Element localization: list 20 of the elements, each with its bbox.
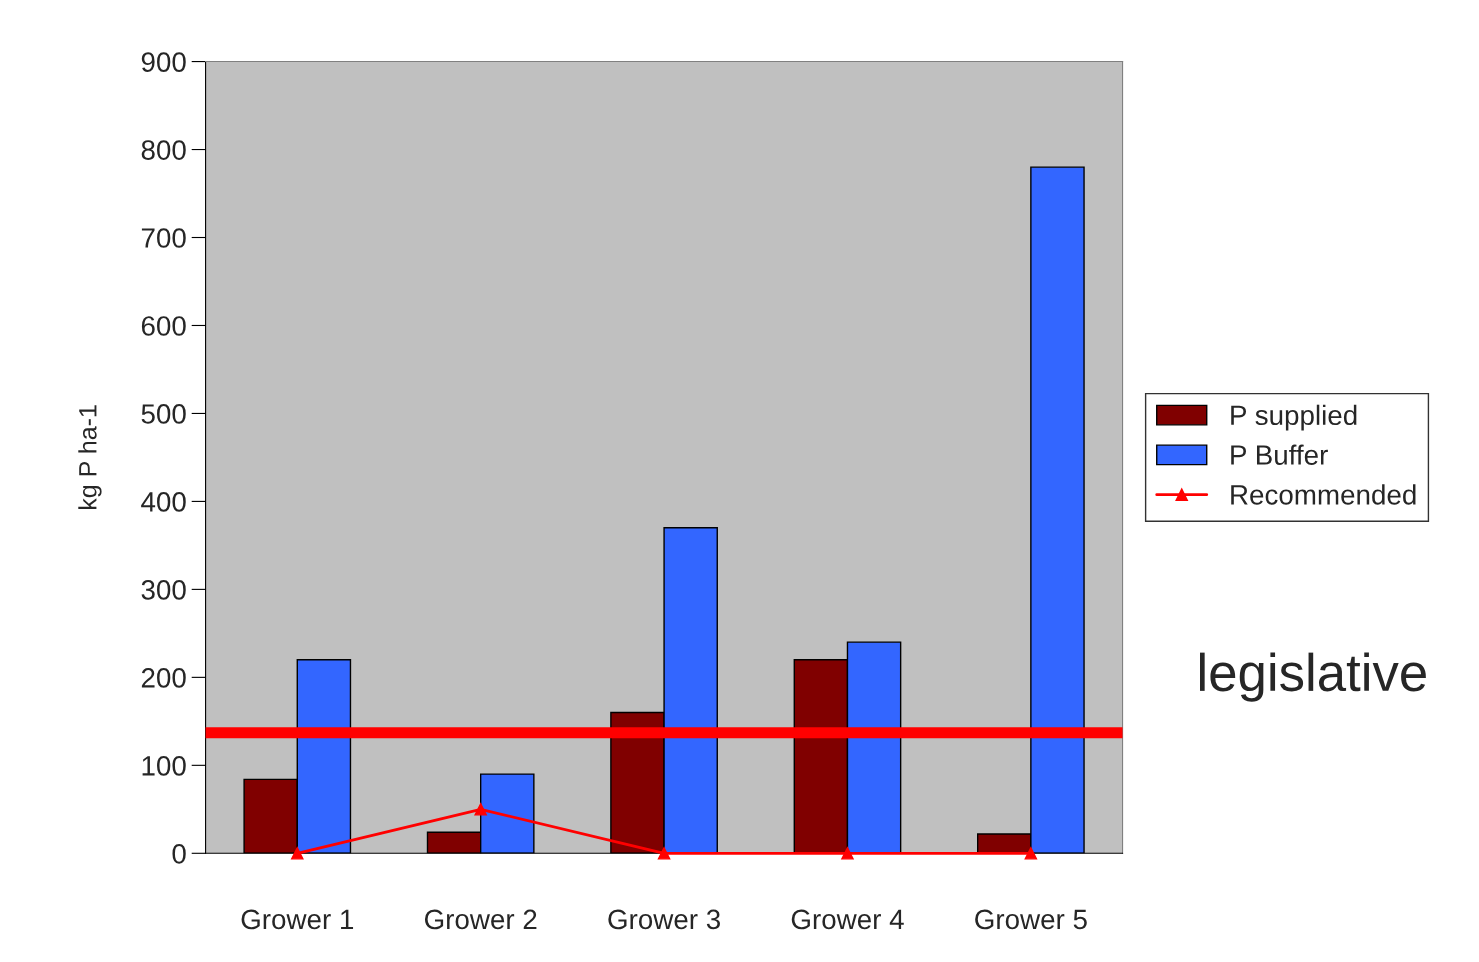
legend-label: Recommended (1231, 484, 1416, 505)
ref-line-label: legislative (1200, 652, 1426, 702)
y-tick-label: 400 (141, 492, 186, 512)
x-tick-label: Grower 2 (424, 909, 537, 930)
x-tick-label: Grower 3 (608, 909, 720, 930)
x-tick-label: Grower 1 (241, 909, 354, 930)
y-tick-label: 500 (141, 404, 186, 424)
y-tick-label: 800 (141, 140, 186, 160)
y-tick-label: 300 (141, 580, 186, 600)
y-tick-label: 200 (141, 668, 186, 688)
y-tick-label: 0 (172, 843, 186, 864)
y-tick-label: 600 (141, 316, 186, 336)
legend-label: P supplied (1231, 404, 1357, 431)
y-tick-label: 100 (142, 755, 186, 776)
x-tick-label: Grower 4 (791, 909, 904, 930)
y-tick-label: 900 (141, 52, 186, 72)
y-axis-title: kg P ha-1 (78, 405, 102, 510)
x-tick-label: Grower 5 (975, 909, 1087, 930)
y-tick-label: 700 (141, 228, 186, 248)
legend-label: P Buffer (1231, 444, 1328, 465)
